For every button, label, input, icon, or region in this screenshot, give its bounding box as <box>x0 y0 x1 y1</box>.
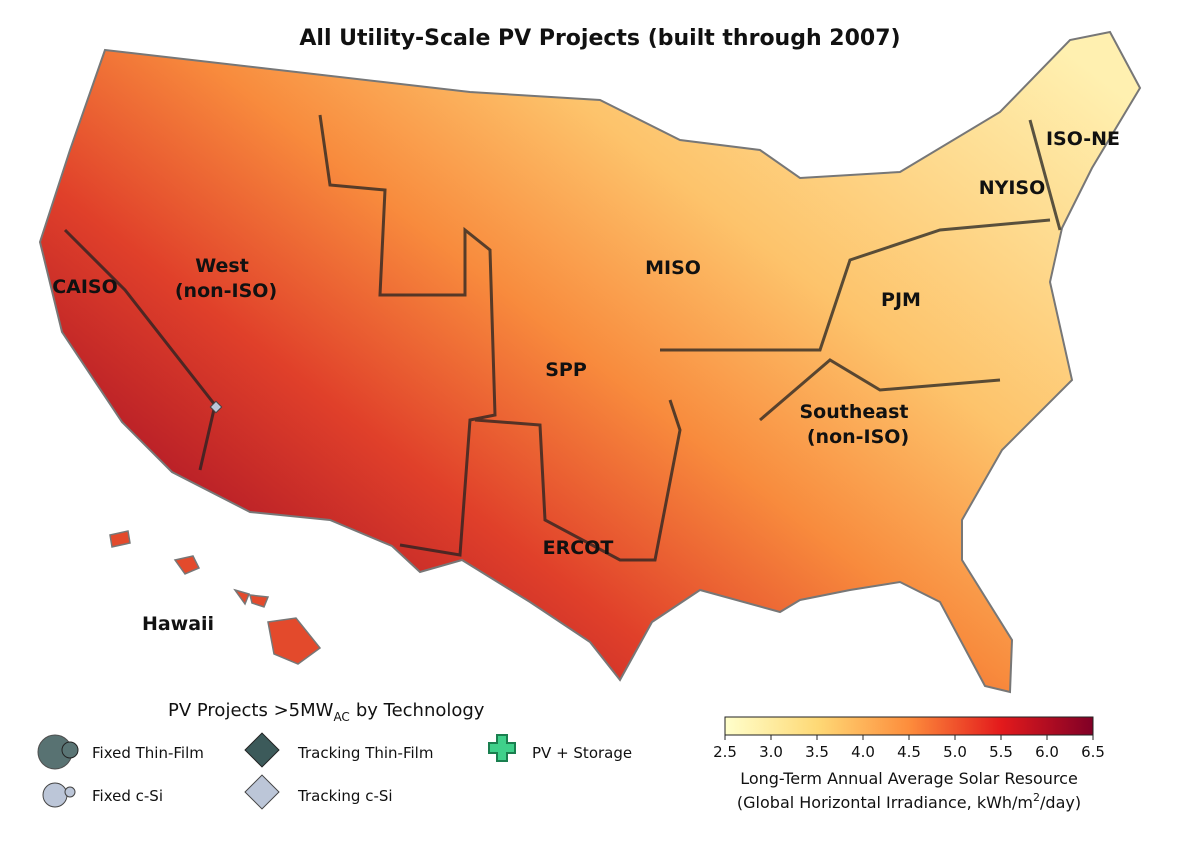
legend-title: PV Projects >5MWAC by Technology <box>168 700 485 724</box>
colorbar-tick-label: 5.5 <box>989 743 1013 761</box>
legend-entry: Tracking c-Si <box>297 787 393 805</box>
colorbar-tick-label: 2.5 <box>713 743 737 761</box>
legend: PV Projects >5MWAC by Technology Fixed Th… <box>37 700 632 810</box>
region-label: Southeast <box>800 401 909 423</box>
colorbar-label: (Global Horizontal Irradiance, kWh/m2/da… <box>737 791 1081 812</box>
title: All Utility-Scale PV Projects (built thr… <box>299 26 900 51</box>
legend-entry: PV + Storage <box>532 744 632 762</box>
legend-entry: Fixed c-Si <box>92 787 163 805</box>
colorbar: Long-Term Annual Average Solar Resource … <box>713 716 1105 812</box>
region-labels: CAISO West (non-ISO) MISO PJM NYISO ISO-NE SPP S… <box>52 128 1120 635</box>
colorbar-tick-label: 6.5 <box>1081 743 1105 761</box>
colorbar-scale <box>724 716 1094 736</box>
region-label: West <box>195 255 249 277</box>
region-label: SPP <box>545 359 587 381</box>
region-label: MISO <box>645 257 701 279</box>
region-label: ISO-NE <box>1046 128 1120 150</box>
region-label: PJM <box>881 289 921 311</box>
region-label: (non-ISO) <box>175 280 277 302</box>
us-map <box>38 30 1142 694</box>
region-label: NYISO <box>979 177 1046 199</box>
region-label: (non-ISO) <box>807 426 909 448</box>
colorbar-tick-label: 4.0 <box>851 743 875 761</box>
region-label: ERCOT <box>543 537 614 559</box>
colorbar-tick-label: 5.0 <box>943 743 967 761</box>
colorbar-tick-label: 4.5 <box>897 743 921 761</box>
region-label: CAISO <box>52 276 118 298</box>
colorbar-label: Long-Term Annual Average Solar Resource <box>740 769 1078 788</box>
legend-entry: Tracking Thin-Film <box>297 744 433 762</box>
colorbar-tick-label: 6.0 <box>1035 743 1059 761</box>
colorbar-tick-label: 3.5 <box>805 743 829 761</box>
colorbar-tick-label: 3.0 <box>759 743 783 761</box>
region-label: Hawaii <box>142 613 214 635</box>
legend-entry: Fixed Thin-Film <box>92 744 204 762</box>
